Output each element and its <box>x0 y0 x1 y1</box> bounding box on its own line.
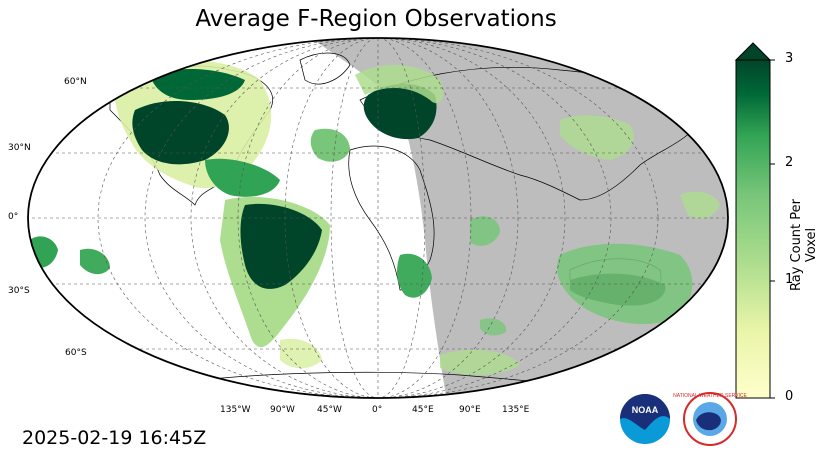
map-title: Average F-Region Observations <box>195 6 557 32</box>
lat-label-0: 0° <box>8 212 18 222</box>
coverage-north-america-dark <box>132 100 229 165</box>
noaa-logo-text: NOAA <box>632 405 659 415</box>
timestamp: 2025-02-19 16:45Z <box>22 427 207 449</box>
nws-logo-text: NATIONAL WEATHER SERVICE <box>673 393 747 399</box>
coverage-south-america-dark <box>240 203 322 289</box>
colorbar-tick-label-0: 0 <box>785 389 794 404</box>
coverage-canada-dark <box>150 68 245 100</box>
coverage-east-pacific <box>80 248 110 275</box>
globe-outline <box>27 37 729 399</box>
coverage-europe-dark <box>363 83 437 140</box>
lon-label-45e: 45°E <box>412 405 434 415</box>
coverage-antarctic-light <box>280 338 322 369</box>
lon-label-90e: 90°E <box>459 405 481 415</box>
observation-coverage <box>30 59 720 376</box>
coverage-southern-australia <box>480 318 507 336</box>
colorbar-tick-label-2: 2 <box>785 155 794 170</box>
lon-label-135e: 135°E <box>502 405 530 415</box>
colorbar-tick-label-3: 3 <box>785 51 794 66</box>
lon-label-45w: 45°W <box>317 405 342 415</box>
coverage-south-ocean <box>440 349 520 376</box>
colorbar <box>734 42 775 399</box>
coverage-pacific-east <box>680 191 720 219</box>
coverage-atlantic <box>310 128 350 162</box>
lon-label-90w: 90°W <box>270 405 295 415</box>
coverage-south-africa <box>397 253 432 298</box>
lat-label-60s: 60°S <box>65 348 87 358</box>
colorbar-tick-label-1: 1 <box>785 272 794 287</box>
lat-label-60n: 60°N <box>64 77 87 87</box>
coverage-australia-light <box>556 243 693 325</box>
colorbar-title: Ray Count Per Voxel <box>789 199 819 291</box>
nws-logo: NATIONAL WEATHER SERVICE <box>673 392 748 446</box>
coverage-central-america <box>205 158 280 197</box>
colorbar-extend-arrow <box>734 42 772 61</box>
coverage-europe-light <box>355 64 444 104</box>
colorbar-gradient <box>735 59 771 399</box>
colorbar-ticks <box>770 59 775 399</box>
noaa-logo: NOAA <box>620 394 670 444</box>
lon-label-135w: 135°W <box>220 405 251 415</box>
lon-label-0: 0° <box>372 405 382 415</box>
coverage-asia-patches <box>560 115 634 160</box>
lat-label-30n: 30°N <box>8 143 31 153</box>
coverage-indian-ocean <box>470 216 500 246</box>
lat-label-30s: 30°S <box>8 286 30 296</box>
